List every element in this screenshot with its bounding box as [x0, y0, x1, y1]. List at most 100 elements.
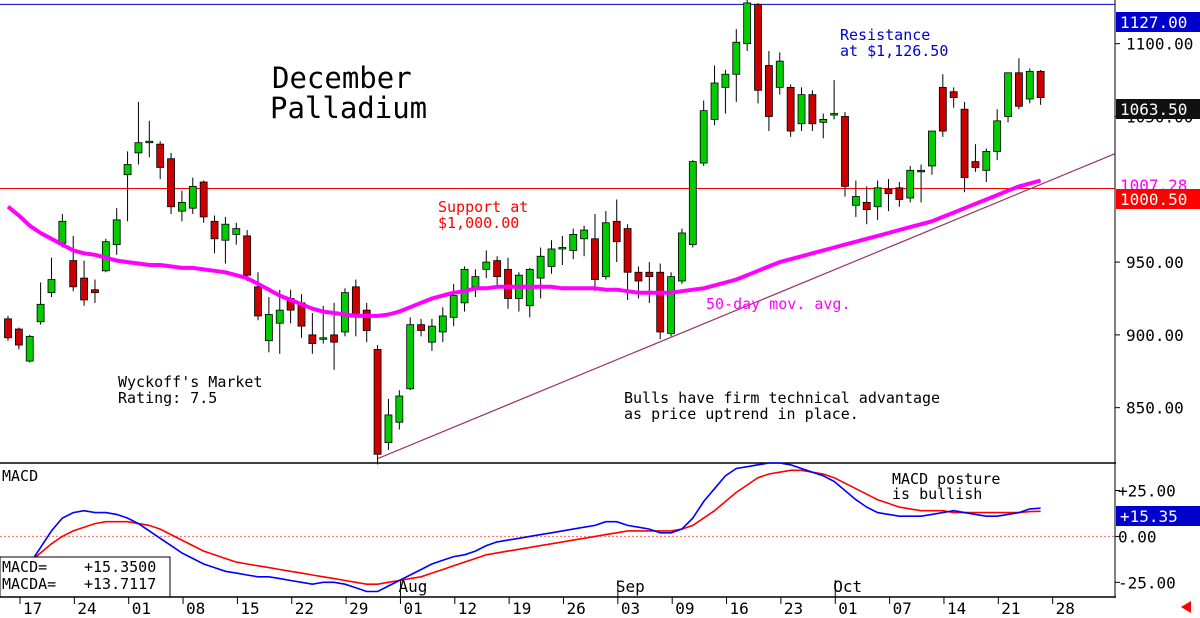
- candle: [938, 74, 947, 137]
- macda-line: [7, 469, 1041, 585]
- candle: [808, 90, 817, 132]
- candle: [1015, 58, 1023, 110]
- macd-value-label: +15.35: [1120, 507, 1178, 526]
- date-tick-label: 23: [784, 599, 803, 618]
- candle: [721, 69, 730, 114]
- candle: [960, 101, 969, 193]
- date-tick-label: 29: [349, 599, 368, 618]
- candle: [123, 151, 132, 222]
- candle: [264, 297, 273, 353]
- candle: [884, 179, 893, 212]
- candle: [80, 260, 88, 306]
- scroll-arrow-icon[interactable]: [1181, 601, 1191, 613]
- support-label-line1: Support at: [438, 198, 528, 216]
- support-label-line2: $1,000.00: [438, 214, 519, 232]
- date-axis: 17 24 01 08 15 22 29 01 12 19 26 03 09 16 23 01 07 14 21 28…: [0, 577, 1191, 618]
- candle: [384, 398, 393, 450]
- candle: [308, 313, 317, 354]
- price-tick-label: 900.00: [1126, 326, 1184, 345]
- candle: [830, 80, 839, 120]
- candle: [819, 113, 828, 139]
- candle: [438, 307, 447, 343]
- candle: [275, 289, 284, 354]
- resistance-price-label: 1127.00: [1120, 13, 1187, 32]
- month-label: Sep: [616, 577, 645, 596]
- last-price-label: 1063.50: [1120, 100, 1187, 119]
- candle: [862, 186, 871, 225]
- candle: [667, 272, 675, 337]
- month-label: Aug: [398, 577, 427, 596]
- date-tick-label: 17: [23, 599, 42, 618]
- macd-tick-label: 0.00: [1118, 527, 1157, 546]
- resistance-label-line2: at $1,126.50: [840, 42, 948, 60]
- candle: [406, 317, 415, 391]
- candle: [873, 180, 882, 220]
- candle: [460, 266, 469, 312]
- candle: [112, 208, 121, 255]
- candle: [710, 65, 719, 126]
- candle: [417, 318, 425, 337]
- comment-line2: as price uptrend in place.: [624, 405, 859, 423]
- candle: [971, 144, 980, 172]
- date-tick-label: 08: [186, 599, 205, 618]
- candle: [482, 250, 491, 279]
- candle: [732, 29, 741, 102]
- macd-tick-label: -25.00: [1118, 573, 1176, 592]
- candle: [254, 272, 262, 321]
- price-tick-label: 950.00: [1126, 253, 1184, 272]
- date-tick-label: 21: [1001, 599, 1020, 618]
- candle: [4, 315, 12, 341]
- candle: [928, 130, 936, 175]
- candle: [851, 180, 860, 217]
- candle: [569, 228, 578, 260]
- support-price-label: 1000.50: [1120, 190, 1187, 209]
- candle: [1036, 69, 1045, 105]
- macd-value-badge: [1116, 506, 1200, 526]
- date-tick-label: 22: [295, 599, 314, 618]
- candle: [841, 112, 849, 197]
- macd-readout-box: [0, 556, 171, 598]
- price-tick-label: 1100.00: [1126, 35, 1193, 54]
- date-tick-label: 16: [730, 599, 749, 618]
- candle: [199, 180, 208, 223]
- candle: [895, 181, 904, 207]
- date-tick-label: 01: [403, 599, 422, 618]
- rating-label-line1: Wyckoff's Market: [118, 373, 263, 391]
- macd-panel-title: MACD: [2, 467, 38, 485]
- candle: [91, 279, 99, 303]
- moving-average-line: [6, 178, 1042, 318]
- candle: [591, 214, 599, 292]
- candle: [786, 84, 795, 137]
- candle: [14, 327, 23, 350]
- resistance-price-badge: [1116, 12, 1200, 32]
- candle: [623, 224, 632, 300]
- last-price-badge: [1116, 99, 1200, 119]
- candle: [395, 390, 404, 430]
- candle: [558, 235, 567, 265]
- candle: [743, 0, 752, 51]
- macd-annotation-line1: MACD posture: [892, 470, 1000, 488]
- candle: [134, 101, 143, 165]
- date-tick-label: 01: [132, 599, 151, 618]
- date-tick-label: 24: [77, 599, 96, 618]
- candle: [601, 211, 610, 280]
- candle: [1025, 68, 1034, 104]
- candle: [210, 215, 219, 254]
- candle: [36, 282, 45, 325]
- resistance-label-line1: Resistance: [840, 26, 930, 44]
- date-tick-label: 15: [240, 599, 259, 618]
- candle: [917, 164, 925, 203]
- date-tick-label: 28: [1056, 599, 1075, 618]
- date-tick-label: 01: [838, 599, 857, 618]
- candle: [906, 165, 915, 203]
- candle: [645, 262, 654, 303]
- candle: [504, 257, 512, 309]
- date-tick-label: 12: [458, 599, 477, 618]
- candle: [362, 302, 371, 343]
- price-panel: December Palladium Resistance at $1,126.…: [0, 0, 1116, 465]
- macd-annotation-line2: is bullish: [892, 485, 982, 503]
- rating-label-line2: Rating: 7.5: [118, 389, 217, 407]
- month-label: Oct: [833, 577, 862, 596]
- macd-tick-label: +25.00: [1118, 482, 1176, 501]
